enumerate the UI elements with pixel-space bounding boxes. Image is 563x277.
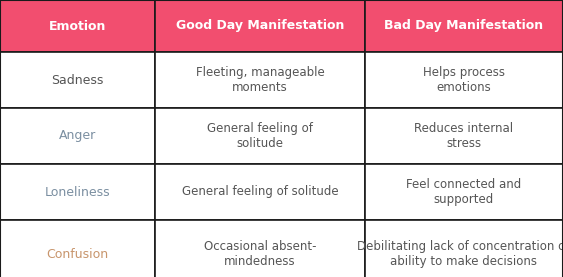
Text: Occasional absent-
mindedness: Occasional absent- mindedness: [204, 240, 316, 268]
Text: Fleeting, manageable
moments: Fleeting, manageable moments: [195, 66, 324, 94]
Bar: [365, 0, 563, 52]
Text: Emotion: Emotion: [49, 19, 106, 32]
Bar: [155, 0, 365, 52]
Bar: [0, 52, 155, 108]
Bar: [365, 52, 563, 108]
Bar: [155, 164, 365, 220]
Text: Feel connected and
supported: Feel connected and supported: [406, 178, 522, 206]
Text: General feeling of solitude: General feeling of solitude: [182, 186, 338, 199]
Text: Reduces internal
stress: Reduces internal stress: [414, 122, 513, 150]
Text: Bad Day Manifestation: Bad Day Manifestation: [385, 19, 543, 32]
Bar: [365, 220, 563, 277]
Text: Good Day Manifestation: Good Day Manifestation: [176, 19, 344, 32]
Bar: [365, 108, 563, 164]
Text: Helps process
emotions: Helps process emotions: [423, 66, 505, 94]
Bar: [0, 164, 155, 220]
Text: Confusion: Confusion: [46, 248, 109, 260]
Bar: [0, 108, 155, 164]
Text: General feeling of
solitude: General feeling of solitude: [207, 122, 313, 150]
Text: Loneliness: Loneliness: [44, 186, 110, 199]
Bar: [155, 108, 365, 164]
Text: Debilitating lack of concentration or
ability to make decisions: Debilitating lack of concentration or ab…: [358, 240, 563, 268]
Bar: [0, 0, 155, 52]
Bar: [155, 220, 365, 277]
Text: Anger: Anger: [59, 130, 96, 142]
Bar: [155, 52, 365, 108]
Bar: [365, 164, 563, 220]
Text: Sadness: Sadness: [51, 73, 104, 86]
Bar: [0, 220, 155, 277]
